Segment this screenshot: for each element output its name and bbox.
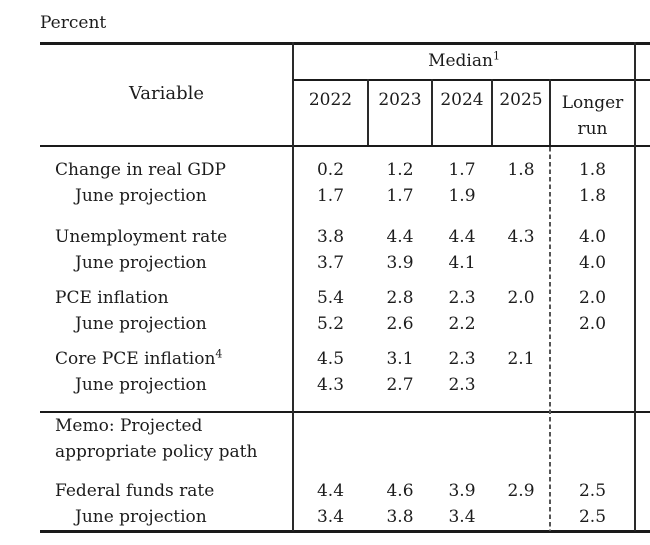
column-header-2022: 2022 bbox=[308, 90, 353, 110]
column-header-2023: 2023 bbox=[378, 90, 422, 110]
cell-2023: 4.6 bbox=[386, 481, 414, 501]
cell-2023: 3.1 bbox=[386, 349, 414, 369]
cell-2022: 3.4 bbox=[316, 507, 345, 527]
cell-2022: 5.4 bbox=[316, 288, 345, 308]
cell-2025: 2.0 bbox=[507, 288, 535, 308]
divider-2023-2024 bbox=[431, 79, 433, 145]
cell-2024: 1.7 bbox=[448, 160, 476, 180]
cell-2023: 4.4 bbox=[386, 227, 414, 247]
divider-2022-2023 bbox=[367, 79, 369, 145]
group-header-median-footnote: 1 bbox=[492, 49, 500, 63]
rule-under-group-header bbox=[293, 79, 650, 81]
cell-2024: 2.3 bbox=[448, 349, 476, 369]
memo-line-1: Memo: Projected bbox=[55, 416, 203, 436]
row-label: June projection bbox=[75, 186, 207, 206]
column-header-variable: Variable bbox=[128, 83, 205, 104]
row-label: June projection bbox=[75, 314, 207, 334]
cell-2025: 2.1 bbox=[507, 349, 535, 369]
cell-2024: 2.3 bbox=[448, 288, 476, 308]
row-label: June projection bbox=[75, 253, 207, 273]
row-label: June projection bbox=[75, 375, 207, 395]
cell-2023: 1.2 bbox=[386, 160, 414, 180]
cell-2022: 5.2 bbox=[316, 314, 345, 334]
row-label: Change in real GDP bbox=[55, 160, 226, 180]
cell-2024: 1.9 bbox=[448, 186, 476, 206]
row-label: Unemployment rate bbox=[55, 227, 228, 247]
cell-2022: 1.7 bbox=[316, 186, 345, 206]
memo-line-2: appropriate policy path bbox=[55, 442, 258, 462]
cell-2023: 3.9 bbox=[386, 253, 414, 273]
divider-variable-median bbox=[292, 42, 294, 531]
cell-2022: 4.3 bbox=[316, 375, 345, 395]
cell-longer-run: 4.0 bbox=[578, 253, 607, 273]
group-header-median-label: Median bbox=[428, 51, 493, 71]
cell-2025: 1.8 bbox=[507, 160, 535, 180]
group-header-median: Median1 bbox=[293, 49, 635, 71]
rule-bottom bbox=[40, 530, 650, 533]
cell-2025: 4.3 bbox=[507, 227, 535, 247]
row-label: June projection bbox=[75, 507, 207, 527]
row-label: PCE inflation bbox=[55, 288, 169, 308]
cell-longer-run: 2.0 bbox=[578, 288, 607, 308]
cell-2024: 2.3 bbox=[448, 375, 476, 395]
units-label: Percent bbox=[40, 13, 107, 33]
row-label-footnote: 4 bbox=[215, 347, 223, 361]
cell-longer-run: 2.5 bbox=[578, 481, 607, 501]
rule-header-bottom bbox=[40, 145, 650, 147]
cell-2024: 4.1 bbox=[448, 253, 476, 273]
cell-longer-run: 4.0 bbox=[578, 227, 607, 247]
cell-2023: 2.7 bbox=[386, 375, 414, 395]
cell-2023: 1.7 bbox=[386, 186, 414, 206]
column-header-2024: 2024 bbox=[440, 90, 484, 110]
divider-median-next-group bbox=[634, 42, 636, 531]
cell-2024: 3.4 bbox=[448, 507, 476, 527]
cell-2022: 0.2 bbox=[316, 160, 345, 180]
cell-longer-run: 1.8 bbox=[578, 186, 607, 206]
cell-2023: 3.8 bbox=[386, 507, 414, 527]
cell-longer-run: 2.0 bbox=[578, 314, 607, 334]
divider-2025-longerrun-header bbox=[549, 79, 551, 145]
cell-2025: 2.9 bbox=[507, 481, 535, 501]
cell-2024: 4.4 bbox=[448, 227, 476, 247]
divider-2025-longerrun-dashed bbox=[549, 147, 551, 531]
column-header-2025: 2025 bbox=[499, 90, 543, 110]
rule-memo-top bbox=[40, 411, 650, 413]
cell-longer-run: 2.5 bbox=[578, 507, 607, 527]
divider-2024-2025 bbox=[491, 79, 493, 145]
row-label-text: Core PCE inflation bbox=[55, 349, 216, 369]
column-header-longer-run: Longer run bbox=[561, 93, 624, 139]
cell-2022: 4.4 bbox=[316, 481, 345, 501]
cell-longer-run: 1.8 bbox=[578, 160, 607, 180]
cell-2022: 3.8 bbox=[316, 227, 345, 247]
cell-2022: 3.7 bbox=[316, 253, 345, 273]
row-label: Core PCE inflation4 bbox=[55, 347, 223, 369]
cell-2023: 2.6 bbox=[386, 314, 414, 334]
cell-2023: 2.8 bbox=[386, 288, 414, 308]
cell-2022: 4.5 bbox=[316, 349, 345, 369]
cell-2024: 3.9 bbox=[448, 481, 476, 501]
row-label: Federal funds rate bbox=[55, 481, 215, 501]
rule-top bbox=[40, 42, 650, 45]
cell-2024: 2.2 bbox=[448, 314, 476, 334]
